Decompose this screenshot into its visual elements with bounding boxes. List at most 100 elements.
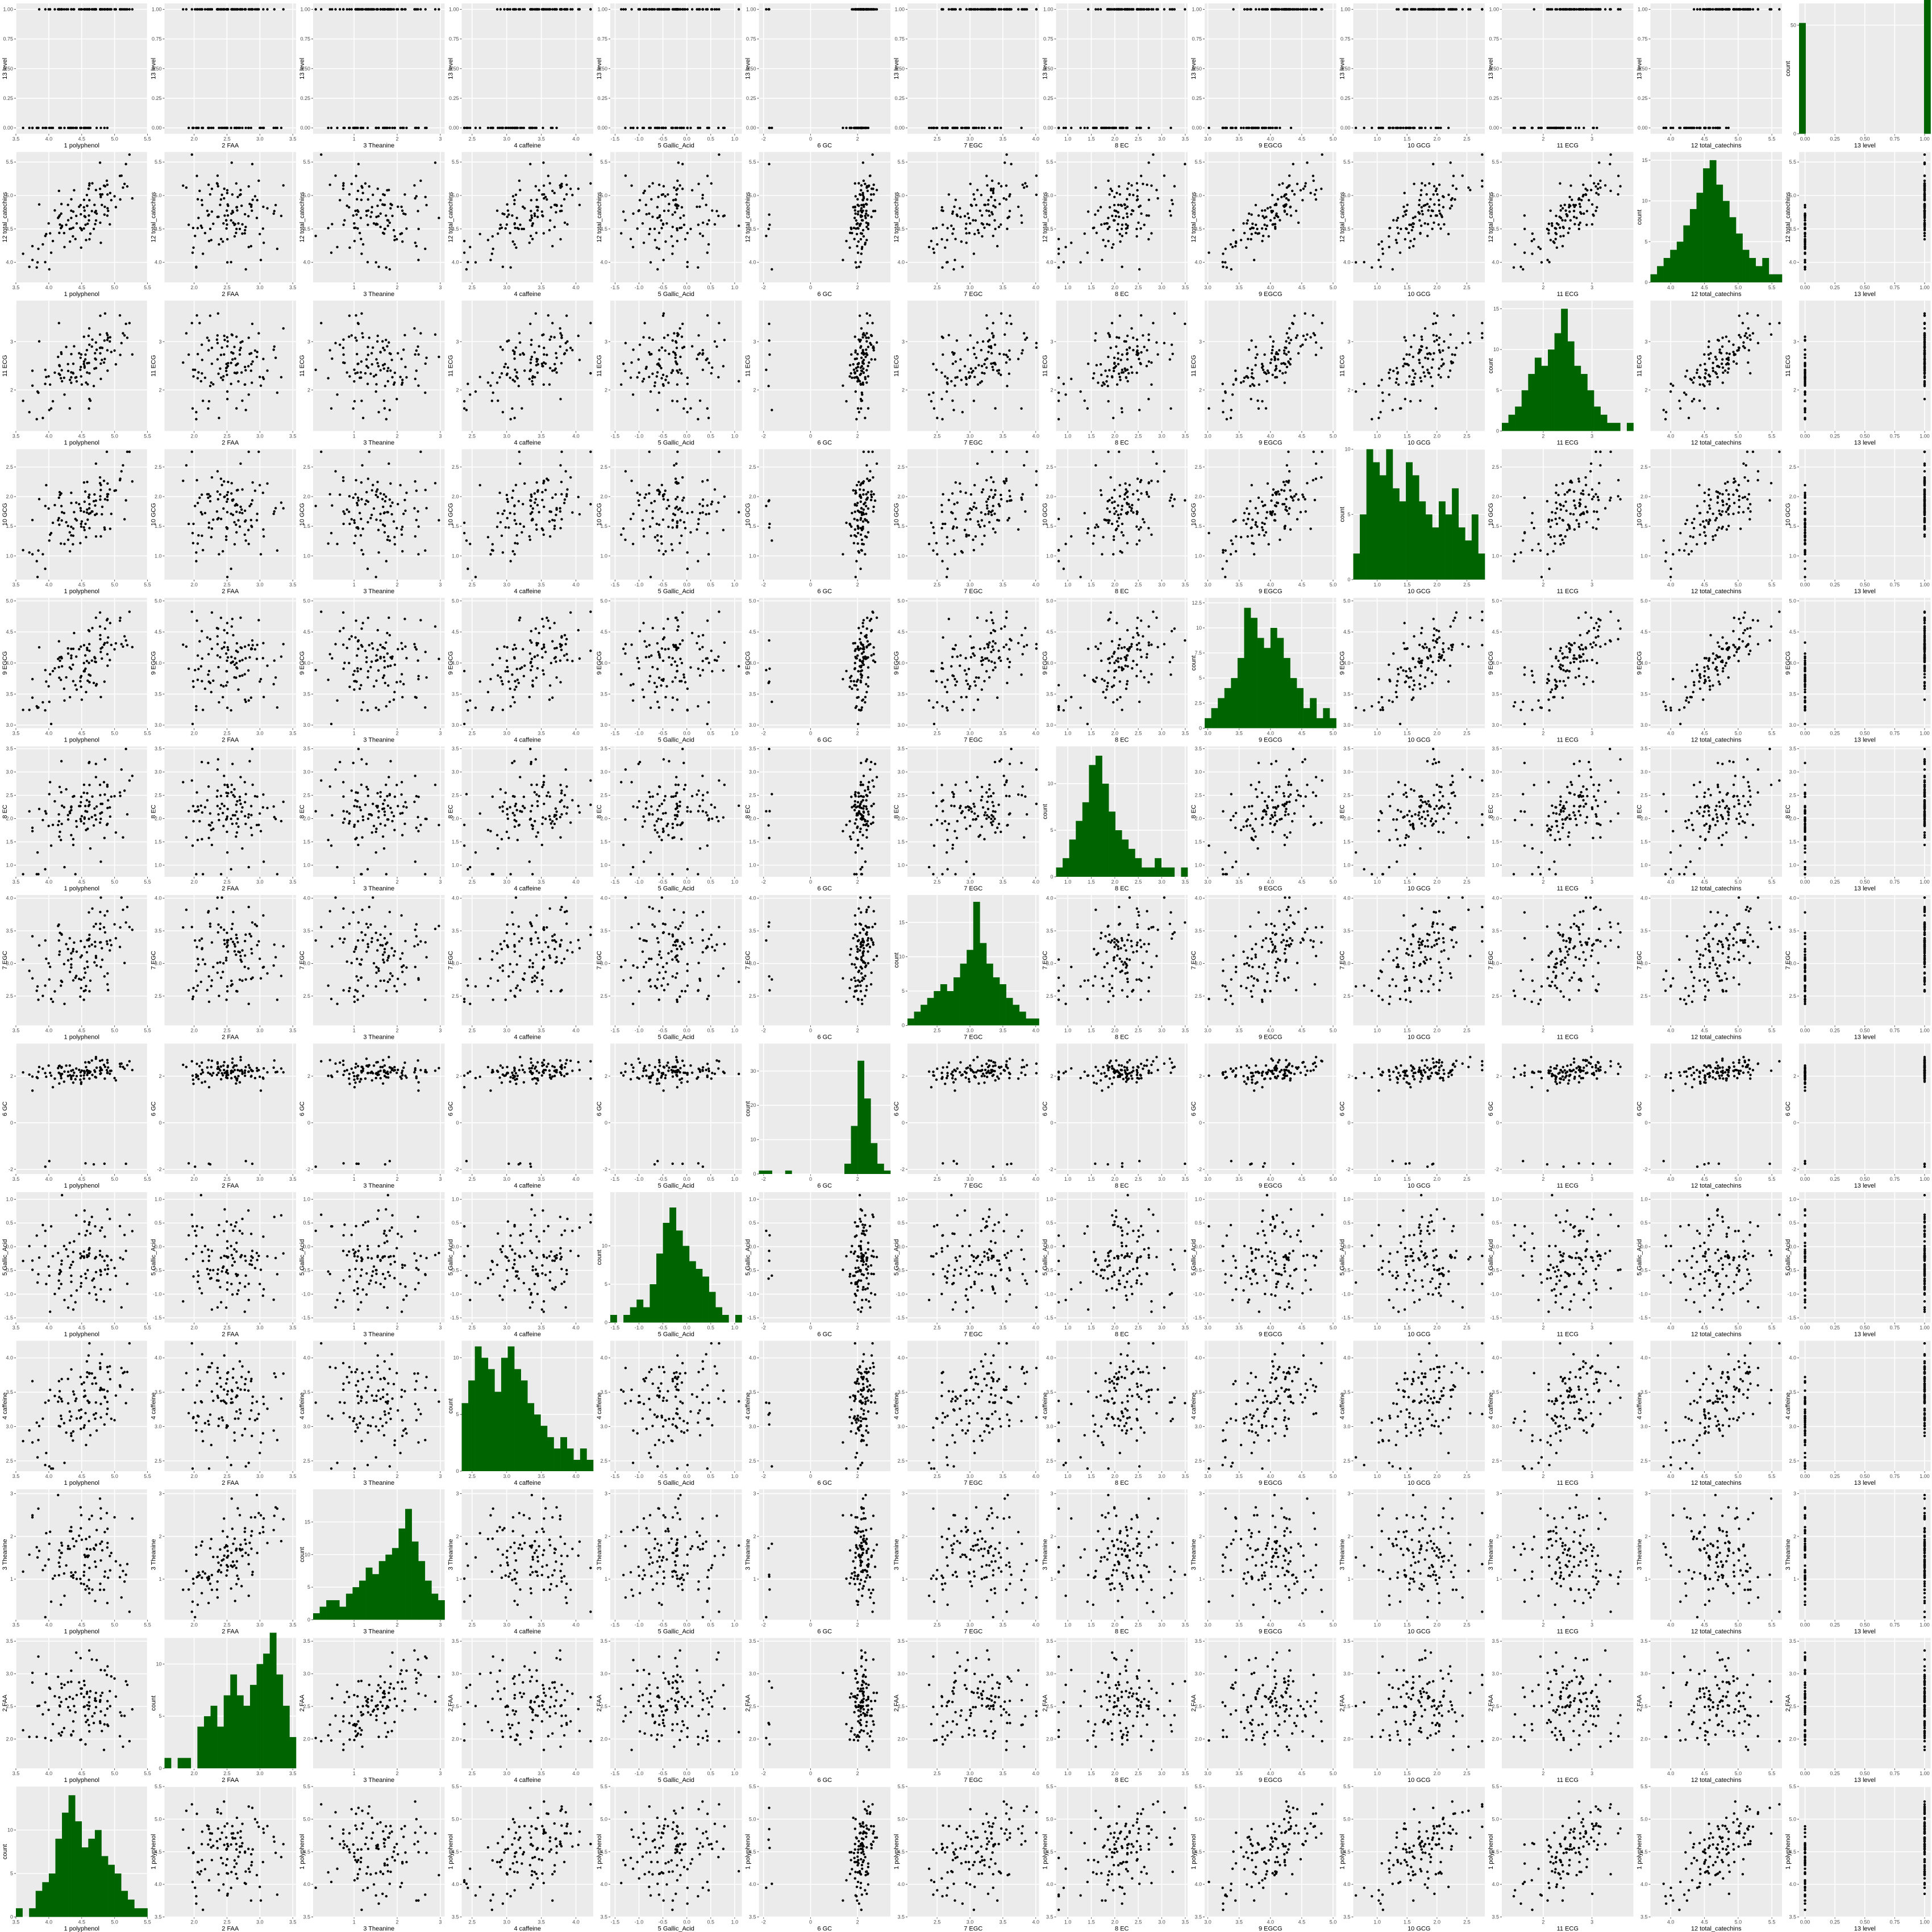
scatter-point [1269,219,1272,222]
x-tick-label: -0.5 [659,136,668,142]
x-tick-label: 3.5 [1000,434,1007,439]
scatter-point [656,206,659,208]
scatter-point [1591,203,1593,206]
scatter-point [1271,349,1273,351]
scatter-point [1010,323,1012,325]
scatter-point [523,127,525,129]
scatter-point [1559,182,1561,185]
scatter-point [1021,184,1023,186]
x-axis-title: 12 total_catechins [1691,143,1742,149]
scatter-point [954,376,956,378]
scatter-point [848,247,851,249]
scatter-point [1560,205,1562,207]
scatter-point [360,360,363,363]
scatter-point [1117,352,1119,354]
scatter-point [37,392,39,394]
scatter-point [1451,362,1453,364]
scatter-point [990,363,992,365]
scatter-point [91,210,93,212]
scatter-point [676,384,678,386]
scatter-point [236,209,238,211]
scatter-point [645,203,647,206]
scatter-point [990,352,993,354]
scatter-point [1100,206,1102,208]
scatter-point [414,242,417,244]
scatter-point [99,195,102,198]
scatter-point [1265,407,1267,409]
scatter-point [1094,8,1097,10]
scatter-point [1590,189,1592,191]
scatter-point [1523,214,1526,216]
scatter-point [956,215,959,217]
scatter-point [973,353,976,355]
y-tick-label: 0.75 [1638,36,1648,42]
scatter-point [1363,382,1365,385]
scatter-point [771,409,773,411]
scatter-point [1403,192,1405,194]
scatter-point [1315,353,1317,356]
x-axis-title: 13 level [1854,143,1876,149]
scatter-point [959,369,961,372]
scatter-point [273,210,276,212]
scatter-point [469,127,471,129]
scatter-point [120,342,123,344]
scatter-point [254,349,256,352]
scatter-point [86,205,88,207]
panel-background [759,301,891,431]
scatter-point [531,383,534,385]
x-tick-label: 3.5 [289,285,297,290]
scatter-point [970,368,972,370]
scatter-point [682,407,685,410]
scatter-point [651,8,653,10]
scatter-point [67,127,69,129]
scatter-point [678,127,681,129]
scatter-point [397,206,399,208]
scatter-point [78,8,80,10]
scatter-point [1418,361,1421,364]
scatter-point [1923,229,1926,231]
scatter-point [996,245,998,247]
x-tick-label: 4.0 [1032,285,1039,290]
scatter-point [662,383,664,385]
scatter-point [697,223,699,226]
scatter-point [648,213,650,215]
scatter-point [474,390,477,393]
scatter-point [376,340,378,343]
scatter-point [530,343,532,345]
scatter-point [119,174,121,177]
x-tick-label: 2.5 [1463,285,1471,290]
x-tick-label: 2.0 [1434,285,1441,290]
scatter-point [226,223,228,226]
scatter-point [386,345,388,347]
scatter-point [83,206,85,209]
scatter-point [499,8,502,10]
x-tick-label: 5.0 [111,136,118,142]
scatter-point [361,336,364,338]
scatter-point [84,223,86,226]
scatter-point [1231,246,1234,248]
scatter-point [535,313,537,315]
y-tick-label: 0.75 [1489,36,1499,42]
scatter-point [492,127,494,129]
scatter-point [941,418,943,420]
scatter-point [1121,353,1123,356]
scatter-point [465,268,468,270]
y-tick-label: 1.00 [894,6,905,12]
scatter-point [941,335,943,338]
scatter-point [1117,363,1119,365]
scatter-point [1413,182,1415,185]
scatter-point [91,345,93,348]
x-tick-label: 0.5 [707,136,715,142]
scatter-point [1588,199,1590,201]
scatter-point [1064,393,1067,395]
scatter-point [671,235,673,238]
scatter-point [1113,209,1115,211]
scatter-point [1126,368,1129,370]
scatter-point [1752,8,1754,10]
scatter-point [1119,314,1121,317]
scatter-point [956,339,958,342]
scatter-point [664,195,667,197]
scatter-point [244,268,247,270]
scatter-point [1119,378,1121,381]
scatter-point [513,8,515,10]
